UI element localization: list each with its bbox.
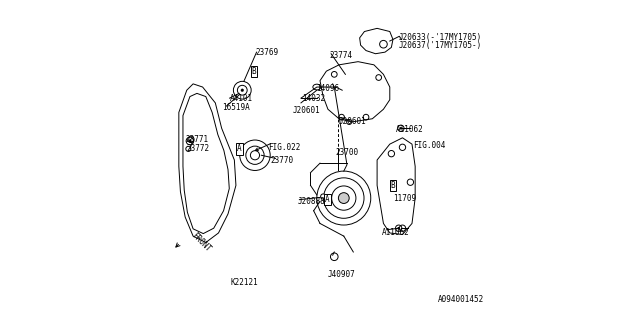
Text: K22121: K22121 — [230, 278, 259, 287]
Text: J20633(-'17MY1705): J20633(-'17MY1705) — [399, 33, 482, 42]
Text: 23700: 23700 — [335, 148, 358, 156]
Text: B: B — [252, 67, 257, 76]
Circle shape — [241, 89, 244, 92]
Text: FIG.004: FIG.004 — [413, 141, 445, 150]
Text: FIG.022: FIG.022 — [268, 143, 300, 152]
Text: 14096: 14096 — [316, 84, 339, 93]
Text: A11062: A11062 — [382, 228, 410, 237]
Circle shape — [188, 140, 191, 142]
Text: 23770: 23770 — [271, 156, 294, 164]
Text: 11709: 11709 — [393, 194, 416, 203]
Text: J20637('17MY1705-): J20637('17MY1705-) — [399, 41, 482, 50]
Text: J20888: J20888 — [298, 197, 326, 206]
Circle shape — [397, 227, 400, 229]
Text: 16519A: 16519A — [223, 103, 250, 112]
Circle shape — [339, 193, 349, 204]
Text: A094001452: A094001452 — [437, 295, 484, 304]
Text: J20601: J20601 — [293, 106, 321, 115]
Text: 23774: 23774 — [330, 51, 353, 60]
Text: A: A — [237, 144, 241, 153]
Circle shape — [321, 194, 326, 199]
Text: 23771: 23771 — [185, 135, 208, 144]
Text: 23772: 23772 — [186, 144, 209, 153]
Text: 14032: 14032 — [303, 94, 326, 103]
Text: A11062: A11062 — [396, 125, 423, 134]
Text: B: B — [390, 181, 396, 190]
Text: A4101: A4101 — [230, 94, 253, 103]
Text: J20601: J20601 — [339, 117, 366, 126]
Text: J40907: J40907 — [328, 270, 356, 279]
Text: A: A — [325, 195, 330, 204]
Text: FRONT: FRONT — [189, 231, 212, 254]
Text: 23769: 23769 — [255, 48, 278, 57]
Circle shape — [399, 127, 402, 130]
